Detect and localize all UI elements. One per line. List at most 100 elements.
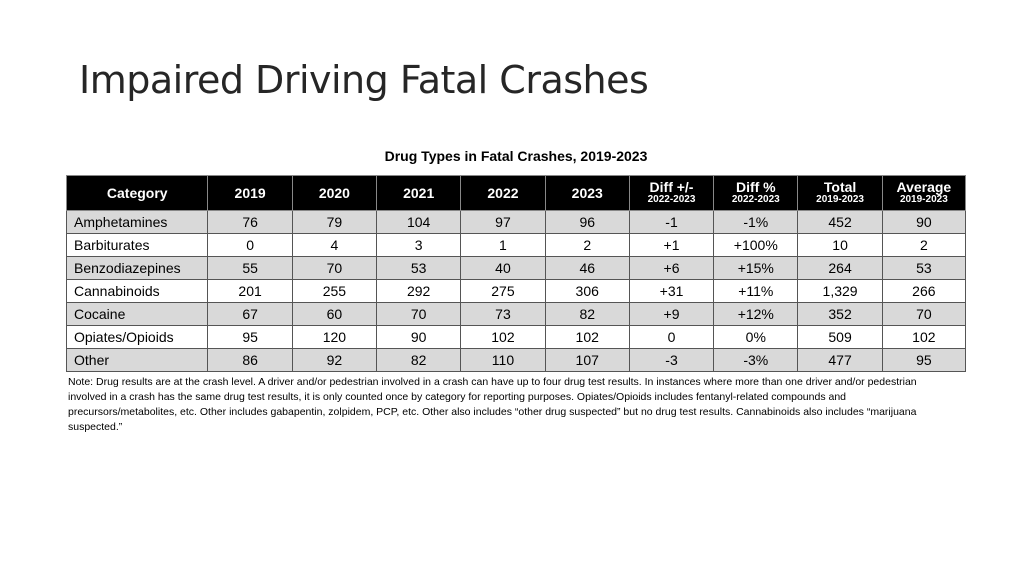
value-cell: 96 bbox=[544, 210, 630, 234]
value-cell: 90 bbox=[376, 325, 462, 349]
value-cell: -1% bbox=[713, 210, 799, 234]
value-cell: 110 bbox=[460, 348, 546, 372]
value-cell: 452 bbox=[797, 210, 883, 234]
value-cell: +1 bbox=[628, 233, 715, 257]
value-cell: -3% bbox=[713, 348, 799, 372]
category-cell: Benzodiazepines bbox=[65, 256, 209, 280]
value-cell: 4 bbox=[291, 233, 378, 257]
value-cell: 95 bbox=[881, 348, 967, 372]
value-cell: +6 bbox=[628, 256, 715, 280]
table-row: Amphetamines 76 79 104 97 96 -1 -1% 452 90 bbox=[65, 210, 967, 234]
value-cell: 97 bbox=[460, 210, 546, 234]
value-cell: 40 bbox=[460, 256, 546, 280]
value-cell: +31 bbox=[628, 279, 715, 303]
column-header: 2023 bbox=[544, 175, 630, 211]
value-cell: 76 bbox=[207, 210, 293, 234]
value-cell: 90 bbox=[881, 210, 967, 234]
value-cell: 306 bbox=[544, 279, 630, 303]
table-row: Benzodiazepines 55 70 53 40 46 +6 +15% 264 53 bbox=[65, 256, 967, 280]
value-cell: 266 bbox=[881, 279, 967, 303]
value-cell: +9 bbox=[628, 302, 715, 326]
column-header-sublabel: 2019-2023 bbox=[899, 194, 948, 206]
value-cell: 10 bbox=[797, 233, 883, 257]
column-header-label: Diff % bbox=[735, 179, 776, 196]
value-cell: 95 bbox=[207, 325, 293, 349]
category-cell: Cocaine bbox=[65, 302, 209, 326]
column-header-label: Average bbox=[896, 179, 952, 196]
value-cell: 1 bbox=[460, 233, 546, 257]
value-cell: 1,329 bbox=[797, 279, 883, 303]
value-cell: 86 bbox=[207, 348, 293, 372]
column-header-sublabel: 2019-2023 bbox=[816, 194, 864, 206]
drug-types-table: Category 2019 2020 2021 2022 2023 Diff +/- 2022… bbox=[65, 175, 967, 372]
category-cell: Other bbox=[65, 348, 209, 372]
value-cell: 92 bbox=[291, 348, 378, 372]
value-cell: 2 bbox=[544, 233, 630, 257]
value-cell: 67 bbox=[207, 302, 293, 326]
category-cell: Cannabinoids bbox=[65, 279, 209, 303]
value-cell: 102 bbox=[881, 325, 967, 349]
value-cell: -1 bbox=[628, 210, 715, 234]
column-header-label: 2022 bbox=[487, 184, 519, 201]
value-cell: 60 bbox=[291, 302, 378, 326]
column-header: Diff +/- 2022-2023 bbox=[628, 175, 715, 211]
table-header: Category 2019 2020 2021 2022 2023 Diff +/- 2022… bbox=[65, 175, 967, 211]
value-cell: 82 bbox=[376, 348, 462, 372]
table-row: Cocaine 67 60 70 73 82 +9 +12% 352 70 bbox=[65, 302, 967, 326]
column-header: Category bbox=[65, 175, 209, 211]
value-cell: 3 bbox=[376, 233, 462, 257]
value-cell: 275 bbox=[460, 279, 546, 303]
value-cell: 104 bbox=[376, 210, 462, 234]
table-row: Barbiturates 0 4 3 1 2 +1 +100% 10 2 bbox=[65, 233, 967, 257]
column-header: 2019 bbox=[207, 175, 293, 211]
value-cell: 107 bbox=[544, 348, 630, 372]
value-cell: 102 bbox=[544, 325, 630, 349]
table-note: Note: Drug results are at the crash leve… bbox=[68, 376, 917, 433]
value-cell: 70 bbox=[881, 302, 967, 326]
column-header: Average 2019-2023 bbox=[881, 175, 967, 211]
value-cell: +12% bbox=[713, 302, 799, 326]
column-header-label: 2020 bbox=[318, 184, 350, 201]
value-cell: 2 bbox=[881, 233, 967, 257]
value-cell: 0% bbox=[713, 325, 799, 349]
value-cell: 79 bbox=[291, 210, 378, 234]
column-header-sublabel: 2022-2023 bbox=[647, 194, 696, 206]
value-cell: 53 bbox=[881, 256, 967, 280]
column-header-label: 2021 bbox=[403, 184, 435, 201]
category-cell: Amphetamines bbox=[65, 210, 209, 234]
table-caption: Drug Types in Fatal Crashes, 2019-2023 bbox=[384, 148, 648, 164]
value-cell: -3 bbox=[628, 348, 715, 372]
value-cell: 0 bbox=[207, 233, 293, 257]
column-header-label: Category bbox=[106, 184, 168, 201]
value-cell: 46 bbox=[544, 256, 630, 280]
column-header: Diff % 2022-2023 bbox=[713, 175, 799, 211]
value-cell: 255 bbox=[291, 279, 378, 303]
value-cell: 102 bbox=[460, 325, 546, 349]
table-row: Other 86 92 82 110 107 -3 -3% 477 95 bbox=[65, 348, 967, 372]
value-cell: 352 bbox=[797, 302, 883, 326]
slide-title: Impaired Driving Fatal Crashes bbox=[79, 58, 649, 102]
value-cell: 53 bbox=[376, 256, 462, 280]
value-cell: 120 bbox=[291, 325, 378, 349]
column-header: 2020 bbox=[291, 175, 378, 211]
column-header-label: Diff +/- bbox=[649, 179, 694, 196]
column-header-label: Total bbox=[823, 179, 857, 196]
value-cell: +11% bbox=[713, 279, 799, 303]
value-cell: 201 bbox=[207, 279, 293, 303]
value-cell: 264 bbox=[797, 256, 883, 280]
column-header: 2022 bbox=[460, 175, 546, 211]
value-cell: 70 bbox=[376, 302, 462, 326]
value-cell: 82 bbox=[544, 302, 630, 326]
column-header-sublabel: 2022-2023 bbox=[731, 194, 780, 206]
value-cell: +100% bbox=[713, 233, 799, 257]
column-header-label: 2023 bbox=[571, 184, 603, 201]
column-header: 2021 bbox=[376, 175, 462, 211]
value-cell: 0 bbox=[628, 325, 715, 349]
value-cell: 477 bbox=[797, 348, 883, 372]
value-cell: 292 bbox=[376, 279, 462, 303]
table-body: Amphetamines 76 79 104 97 96 -1 -1% 452 90 Barbitu… bbox=[65, 210, 967, 372]
value-cell: 70 bbox=[291, 256, 378, 280]
value-cell: 509 bbox=[797, 325, 883, 349]
table-row: Cannabinoids 201 255 292 275 306 +31 +11% 1,329 2… bbox=[65, 279, 967, 303]
value-cell: 55 bbox=[207, 256, 293, 280]
